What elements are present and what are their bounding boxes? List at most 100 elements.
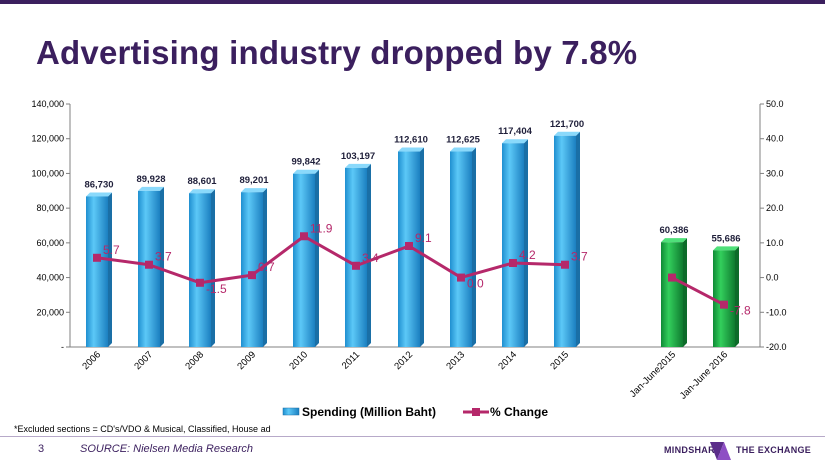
bar-value-label: 89,928 <box>136 174 165 185</box>
change-marker <box>196 278 204 287</box>
bar-value-label: 55,686 <box>711 233 740 244</box>
bar-face <box>86 196 108 347</box>
change-marker <box>93 253 101 262</box>
change-marker <box>352 261 360 270</box>
change-value-label: 3.7 <box>571 250 588 264</box>
spending-bars <box>86 131 739 347</box>
bar <box>241 188 267 347</box>
change-value-label: 9.1 <box>415 231 432 245</box>
bar-top <box>345 163 371 168</box>
change-value-label: 0.0 <box>467 277 484 291</box>
x-tick-label: 2006 <box>80 349 103 372</box>
bar-top <box>138 186 164 191</box>
right-tick-label: 40.0 <box>766 134 784 144</box>
bar-face <box>450 151 472 347</box>
left-y-axis: - 20,000 40,000 60,000 80,000 100,000 120,000 1… <box>31 99 70 352</box>
legend-label-spending: Spending (Million Baht) <box>302 405 436 419</box>
change-value-label: 11.9 <box>310 221 333 235</box>
bar-side <box>211 189 215 347</box>
legend: Spending (Million Baht) % Change <box>282 405 548 419</box>
bar-side <box>160 186 164 347</box>
bar-face <box>345 167 367 347</box>
bar-top <box>661 238 687 243</box>
right-tick-label: 0.0 <box>766 273 779 283</box>
right-tick-label: -10.0 <box>766 307 787 317</box>
right-tick-label: -20.0 <box>766 342 787 352</box>
legend-marker-change <box>472 408 480 416</box>
bar <box>554 131 580 347</box>
change-marker <box>145 260 153 269</box>
footnote: *Excluded sections = CD's/VDO & Musical,… <box>14 424 271 434</box>
change-value-label: -7.8 <box>730 304 751 318</box>
right-tick-label: 50.0 <box>766 99 784 109</box>
bar-side <box>108 192 112 347</box>
bar-value-label: 103,197 <box>341 151 375 162</box>
x-tick-label: 2015 <box>548 349 571 372</box>
x-tick-label: 2010 <box>287 349 310 372</box>
brand-logo: MINDSHARE THE EXCHANGE <box>664 440 822 462</box>
bar-side <box>735 246 739 347</box>
change-value-label: 5.7 <box>103 243 120 257</box>
top-rule <box>0 0 825 4</box>
left-tick-label: 60,000 <box>36 238 64 248</box>
change-marker <box>561 260 569 269</box>
bar-value-label: 117,404 <box>498 126 533 137</box>
bar-face <box>661 242 683 347</box>
bar <box>345 163 371 347</box>
bar-face <box>241 192 263 347</box>
change-marker <box>457 273 465 282</box>
change-value-label: 3.7 <box>155 250 172 264</box>
x-tick-label: 2007 <box>132 349 155 372</box>
legend-label-change: % Change <box>490 405 548 419</box>
x-tick-label: 2013 <box>444 349 467 372</box>
brand-mark-icon <box>710 442 731 460</box>
bar-value-label: 112,610 <box>394 135 428 146</box>
legend-item-change: % Change <box>463 405 548 419</box>
x-axis-labels: 2006 2007 2008 2009 2010 2011 2012 2013 2014 2015… <box>80 349 730 401</box>
bar-top <box>713 246 739 251</box>
x-tick-label: 2014 <box>496 349 519 372</box>
bar-top <box>86 192 112 197</box>
bar <box>661 238 687 347</box>
bar-side <box>420 147 424 347</box>
x-tick-label: 2011 <box>340 349 362 371</box>
change-value-label: 3.4 <box>362 251 379 265</box>
x-tick-label: 2012 <box>392 349 415 372</box>
change-marker <box>248 271 256 280</box>
bar <box>713 246 739 347</box>
change-value-label: 4.2 <box>519 248 536 262</box>
bar-side <box>524 139 528 347</box>
bar-top <box>241 188 267 193</box>
brand-the-exchange: THE EXCHANGE <box>736 445 812 455</box>
page-number: 3 <box>38 443 45 455</box>
change-marker <box>300 232 308 241</box>
right-tick-label: 20.0 <box>766 203 784 213</box>
bar-value-label: 99,842 <box>291 157 320 168</box>
right-tick-label: 30.0 <box>766 168 784 178</box>
change-value-label: 0.7 <box>258 260 275 274</box>
brand-mindshare: MINDSHARE <box>664 445 722 455</box>
bar-value-label: 88,601 <box>187 176 217 187</box>
bar <box>86 192 112 347</box>
bar-value-label: 60,386 <box>659 225 688 236</box>
change-line: 5.7 3.7 -1.5 0.7 11.9 3.4 9.1 0.0 4.2 3.7 -7.8 <box>93 221 751 318</box>
bar <box>189 189 215 347</box>
bar-value-label: 86,730 <box>84 179 113 190</box>
source-note: SOURCE: Nielsen Media Research <box>80 443 254 455</box>
change-marker <box>668 273 676 282</box>
slide-title: Advertising industry dropped by 7.8% <box>36 34 638 71</box>
bar-top <box>502 139 528 144</box>
bar-side <box>367 163 371 347</box>
x-tick-label: 2008 <box>183 349 206 372</box>
spending-chart: - 20,000 40,000 60,000 80,000 100,000 120,000 1… <box>31 99 787 419</box>
bar-face <box>713 250 735 347</box>
left-tick-label: - <box>61 342 64 352</box>
left-tick-label: 80,000 <box>36 203 64 213</box>
bar <box>293 169 319 347</box>
bar-top <box>554 131 580 136</box>
bar-side <box>683 238 687 347</box>
bar-side <box>576 131 580 347</box>
left-tick-label: 100,000 <box>31 168 64 178</box>
bar-top <box>450 147 476 152</box>
x-tick-label: 2009 <box>235 349 258 372</box>
